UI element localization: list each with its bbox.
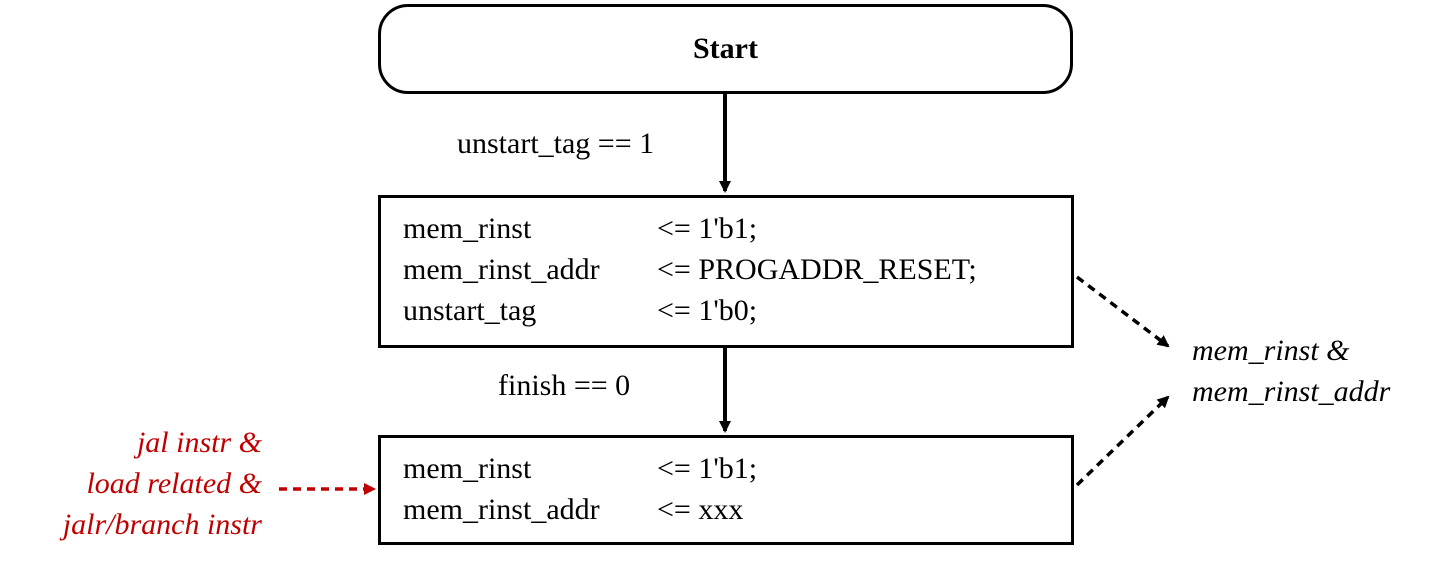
assignment-value: <= PROGADDR_RESET; [657,253,977,286]
fetch-state-box: mem_rinst <= 1'b1; mem_rinst_addr <= xxx [378,435,1074,545]
dotted-arrow-fetch-to-output [1075,395,1170,487]
signal-name: unstart_tag [403,294,537,327]
statement-row: mem_rinst_addr <= PROGADDR_RESET; [403,249,1071,290]
note-line: mem_rinst_addr [1192,375,1391,408]
init-state-box: mem_rinst <= 1'b1; mem_rinst_addr <= PRO… [378,195,1074,348]
note-line: mem_rinst & [1192,334,1350,367]
start-label: Start [693,32,758,65]
assignment-value: <= 1'b0; [657,294,758,327]
statement-row: mem_rinst_addr <= xxx [403,489,1071,530]
edge-condition-finish: finish == 0 [498,369,631,402]
assignment-value: <= 1'b1; [657,212,758,245]
note-line: jal instr & [136,426,262,459]
dotted-arrow-init-to-output [1075,275,1170,348]
note-line: jalr/branch instr [62,508,262,541]
signal-name: mem_rinst_addr [403,253,600,286]
start-node: Start [378,4,1073,94]
output-signals-note: mem_rinst & mem_rinst_addr [1192,330,1390,412]
assignment-value: <= xxx [657,493,744,526]
statement-row: unstart_tag <= 1'b0; [403,290,1071,331]
statement-row: mem_rinst <= 1'b1; [403,448,1071,489]
statement-row: mem_rinst <= 1'b1; [403,208,1071,249]
assignment-value: <= 1'b1; [657,452,758,485]
signal-name: mem_rinst_addr [403,493,600,526]
edge-condition-unstart-tag: unstart_tag == 1 [457,127,655,160]
input-conditions-note: jal instr & load related & jalr/branch i… [63,422,262,545]
note-line: load related & [86,467,262,500]
signal-name: mem_rinst [403,452,532,485]
signal-name: mem_rinst [403,212,532,245]
